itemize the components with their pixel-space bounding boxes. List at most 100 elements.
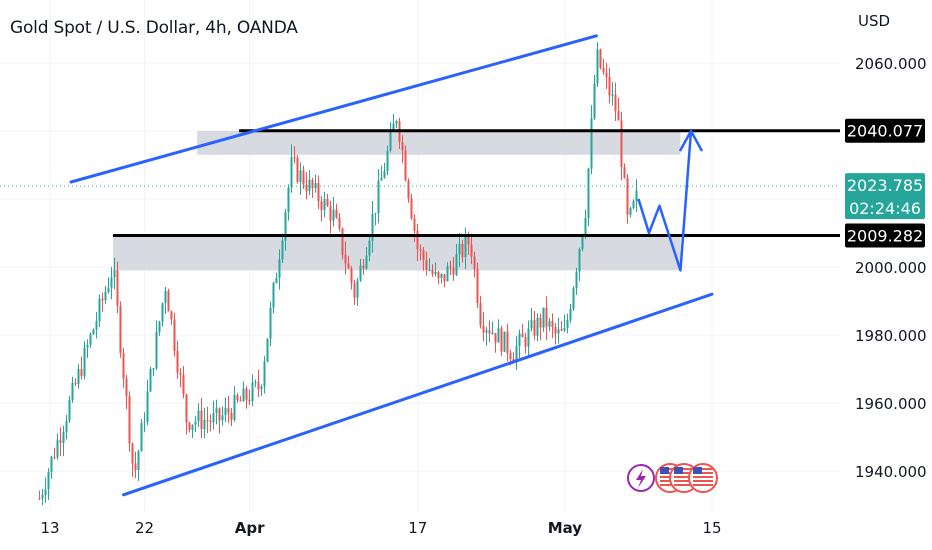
candle-body [530,320,533,329]
candle-body [617,111,620,121]
flag-canton [674,467,683,474]
candle-body [233,395,236,420]
candle-body [428,269,431,271]
candle-body [341,228,344,255]
candle-body [158,321,161,333]
flag-stripe [693,468,713,470]
candle-body [431,269,434,274]
lightning-bolt-icon [636,469,646,488]
candle-body [344,254,347,264]
candle-body [122,352,125,379]
candle-body [266,338,269,362]
candle-body [185,394,188,423]
candle-body [515,346,518,361]
candle-body [632,201,635,208]
candle-body [470,244,473,257]
candle-body [47,472,50,490]
candle-body [575,271,578,289]
candle-body [293,157,296,159]
channel [69,34,714,497]
candle-body [443,274,446,282]
candle-body [140,422,143,452]
candle-body [503,331,506,352]
candle-body [206,420,209,422]
candle-body [578,249,581,272]
flag-stripe [693,480,713,482]
candle-body [518,333,521,347]
candle-body [149,368,152,392]
candle-body [542,307,545,328]
candle-body [500,328,503,352]
candle-body [194,421,197,425]
candle-body [200,410,203,430]
candle-body [224,408,227,416]
candle-body [563,328,566,331]
flag-canton [660,467,669,474]
candle-body [80,369,83,377]
candle-body [209,420,212,423]
candle-body [203,420,206,430]
candle-body [170,311,173,320]
candle-body [479,302,482,326]
x-tick-label: 17 [408,519,427,537]
candle-body [461,243,464,258]
candle-body [509,353,512,360]
candle-body [137,451,140,471]
candle-body [314,182,317,189]
candle-body [491,333,494,335]
candle-body [467,236,470,245]
y-tick-label: 1940.000 [855,463,927,481]
candle-body [425,260,428,270]
candle-body [248,399,251,401]
candle-body [512,359,515,361]
candle-body [164,291,167,304]
candle-body [83,347,86,377]
candle-body [176,350,179,373]
candle-body [86,344,89,348]
candle-body [65,420,68,432]
candle-body [599,49,602,68]
candle-body [533,320,536,336]
candle-body [119,305,122,353]
event-icons[interactable] [627,463,718,493]
candle-body [227,408,230,413]
candle-body [335,209,338,218]
candle-body [608,77,611,96]
x-tick-label: 15 [702,519,721,537]
candle-body [167,291,170,312]
candle-body [587,168,590,218]
candle-body [44,489,47,495]
current-price-label: 2023.785 [847,176,923,195]
candle-body [596,49,599,84]
level-label-upper: 2040.077 [847,122,923,141]
candle-body [569,308,572,320]
y-tick-label: 2060.000 [855,55,927,73]
candle-body [551,320,554,328]
candle-body [374,213,377,215]
candle-body [482,325,485,333]
candle-body [407,180,410,199]
candle-body [71,382,74,400]
candle-body [494,333,497,343]
x-tick-label: Apr [235,519,265,537]
candle-body [368,240,371,256]
candle-body [605,72,608,78]
projection-path [637,130,693,272]
candle-body [524,337,527,347]
candle-body [554,327,557,334]
candle-body [557,329,560,334]
candle-body [635,190,638,202]
candle-body [287,187,290,213]
candle-body [395,121,398,124]
y-tick-label: 2000.000 [855,259,927,277]
candle-body [263,361,266,387]
candle-body [497,328,500,343]
candle-body [179,372,182,375]
candle-body [197,410,200,422]
candle-body [623,167,626,178]
candle-body [107,287,110,292]
candle-body [152,368,155,370]
candle-body [50,456,53,473]
support-resistance-zone [197,131,681,155]
